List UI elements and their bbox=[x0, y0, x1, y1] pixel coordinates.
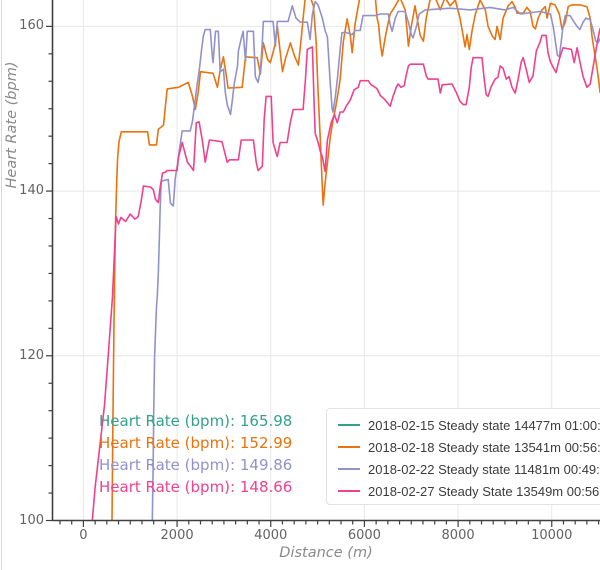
legend-item-2018-02-15[interactable]: 2018-02-15 Steady state 14477m 01:00:2 bbox=[338, 414, 600, 436]
legend-item-2018-02-18[interactable]: 2018-02-18 Steady state 13541m 00:56:0 bbox=[338, 436, 600, 458]
legend-line-swatch-pink bbox=[338, 490, 360, 492]
legend-line-swatch-teal bbox=[338, 424, 360, 426]
screen-edge-divider bbox=[1, 0, 2, 570]
y-axis-title: Heart Rate (bpm) bbox=[4, 61, 20, 189]
legend-line-swatch-orange bbox=[338, 446, 360, 448]
x-tick-label-4000: 4000 bbox=[254, 528, 288, 543]
avg-annotation-purple: Heart Rate (bpm): 149.86 bbox=[99, 456, 293, 474]
x-tick-label-8000: 8000 bbox=[441, 528, 475, 543]
avg-annotation-orange: Heart Rate (bpm): 152.99 bbox=[99, 434, 293, 452]
legend-item-label: 2018-02-27 Steady State 13549m 00:56:4 bbox=[368, 483, 600, 499]
x-tick-label-2000: 2000 bbox=[160, 528, 194, 543]
y-tick-label-140: 140 bbox=[19, 183, 44, 199]
x-tick-label-10000: 10000 bbox=[531, 528, 573, 543]
legend-item-label: 2018-02-22 Steady state 11481m 00:49:1 bbox=[368, 461, 600, 477]
chart-legend: 2018-02-15 Steady state 14477m 01:00:2 2… bbox=[326, 408, 600, 505]
x-tick-label-0: 0 bbox=[79, 528, 88, 543]
legend-item-label: 2018-02-18 Steady state 13541m 00:56:0 bbox=[368, 439, 600, 455]
y-tick-label-120: 120 bbox=[19, 347, 44, 363]
legend-item-2018-02-27[interactable]: 2018-02-27 Steady State 13549m 00:56:4 bbox=[338, 480, 600, 502]
legend-item-label: 2018-02-15 Steady state 14477m 01:00:2 bbox=[368, 417, 600, 433]
average-hr-annotations: Heart Rate (bpm): 165.98 Heart Rate (bpm… bbox=[99, 410, 292, 498]
legend-line-swatch-purple bbox=[338, 468, 360, 470]
y-tick-label-100: 100 bbox=[19, 512, 44, 528]
legend-item-2018-02-22[interactable]: 2018-02-22 Steady state 11481m 00:49:1 bbox=[338, 458, 600, 480]
x-tick-label-6000: 6000 bbox=[347, 528, 381, 543]
y-tick-label-160: 160 bbox=[19, 18, 44, 34]
avg-annotation-teal: Heart Rate (bpm): 165.98 bbox=[99, 412, 293, 430]
x-axis-title: Distance (m) bbox=[279, 545, 373, 561]
avg-annotation-pink: Heart Rate (bpm): 148.66 bbox=[99, 478, 293, 496]
